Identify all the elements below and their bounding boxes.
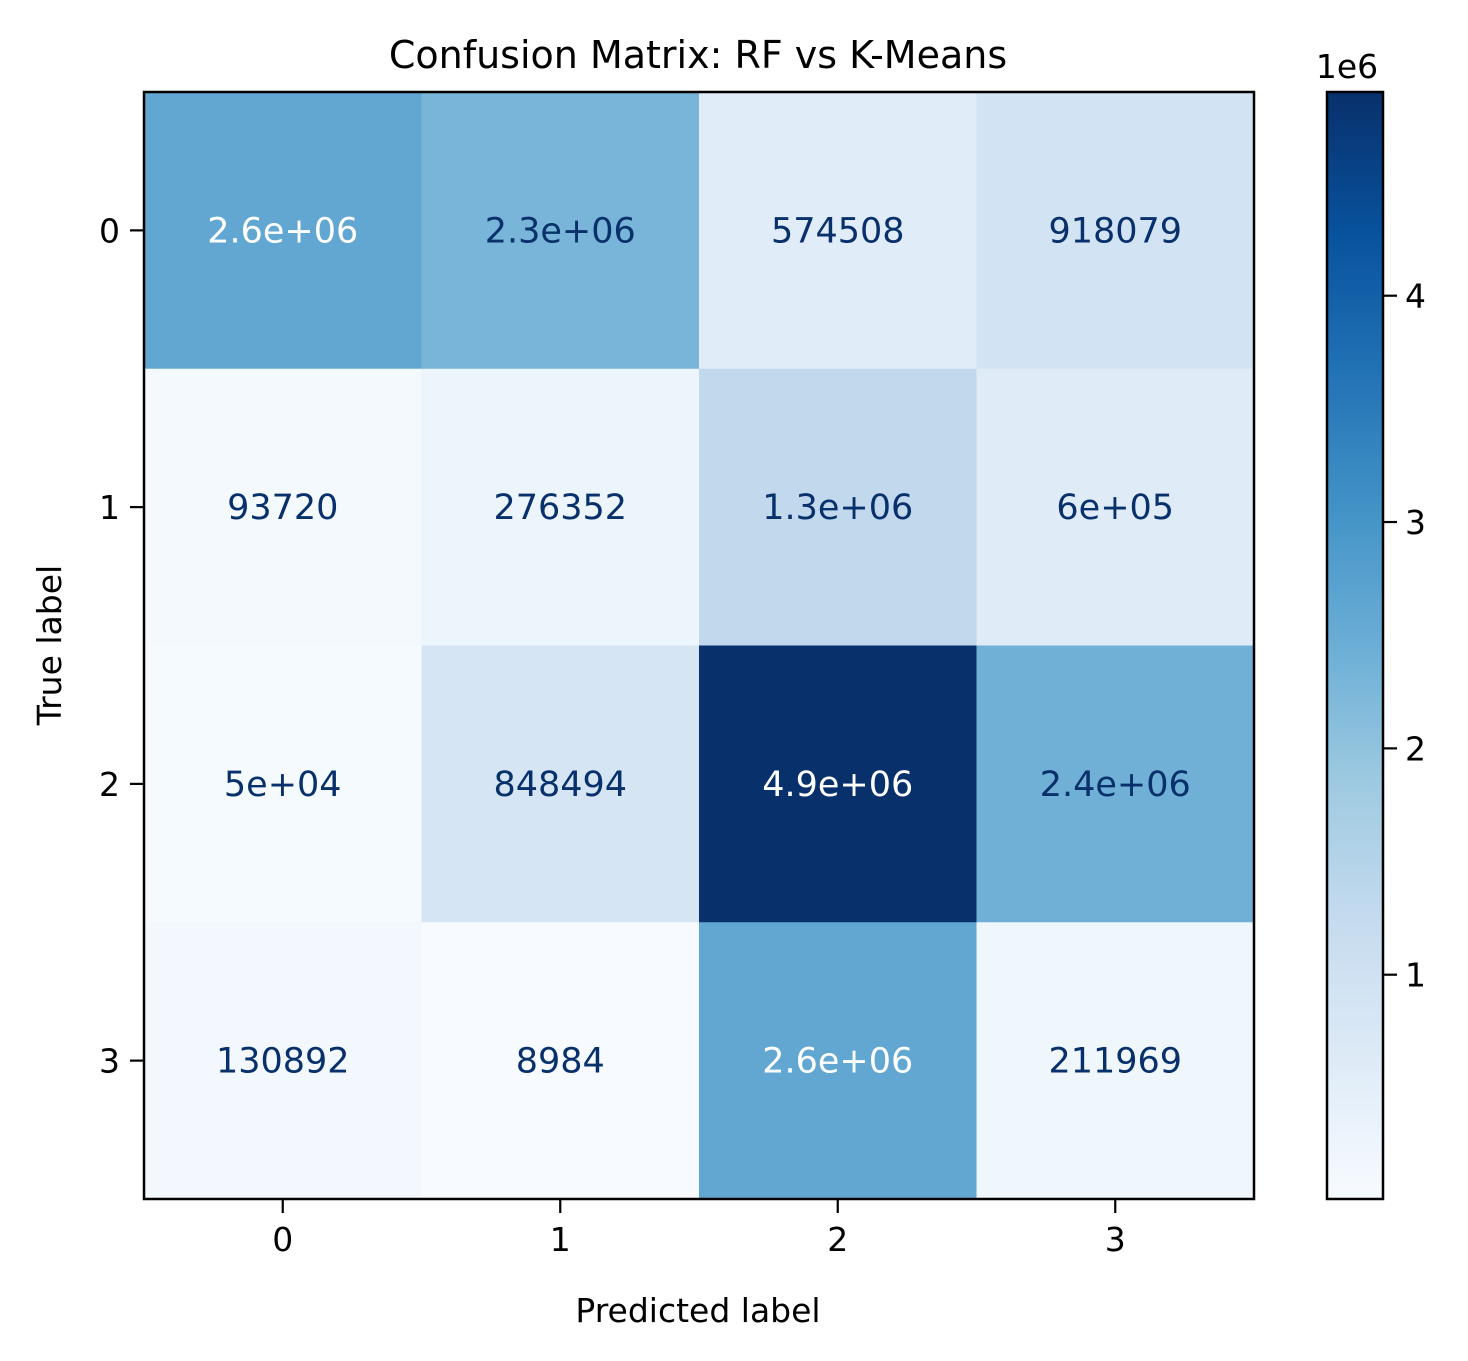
heatmap-cell-r1-c1 [421,368,700,646]
colorbar-gradient [1327,92,1383,1199]
heatmap-cell-r3-c1 [421,922,700,1200]
heatmap-cell-r2-c0 [144,645,422,923]
cell-label-r1-c1: 276352 [493,488,627,528]
y-axis-label: True label [30,565,69,726]
cell-label-r0-c0: 2.6e+06 [207,211,358,251]
heatmap-cell-r0-c3 [976,92,1255,370]
cell-label-r1-c3: 6e+05 [1056,488,1174,528]
cell-label-r1-c2: 1.3e+06 [762,488,913,528]
heatmap-cell-r3-c0 [144,922,422,1200]
cell-label-r3-c3: 211969 [1048,1042,1182,1082]
cell-label-r1-c0: 93720 [227,488,338,528]
chart-title: Confusion Matrix: RF vs K-Means [389,33,1007,77]
colorbar-frame [1325,90,1385,1201]
cell-label-r2-c2: 4.9e+06 [762,765,913,805]
x-tick-label-1: 1 [550,1220,571,1259]
cell-label-r2-c0: 5e+04 [224,765,342,805]
cell-label-r3-c0: 130892 [216,1042,350,1082]
colorbar-offset-label: 1e6 [1316,47,1378,86]
y-axis: 0 1 2 3 [99,211,144,1081]
heatmap-cell-labels: 2.6e+06 2.3e+06 574508 918079 93720 276352 1.3… [207,211,1191,1081]
colorbar-tick-label-0: 1 [1405,956,1426,995]
heatmap-cell-r2-c2 [699,645,977,923]
x-axis-label: Predicted label [575,1291,820,1330]
heatmap-cell-r1-c2 [699,368,977,646]
plot-frame [142,90,1256,1201]
cell-label-r3-c2: 2.6e+06 [762,1042,913,1082]
heatmap-cell-r2-c1 [421,645,700,923]
colorbar-tick-label-3: 4 [1405,277,1426,316]
x-axis: 0 1 2 3 [272,1199,1126,1259]
heatmap-cell-r0-c2 [699,92,977,370]
y-tick-label-2: 2 [99,765,120,804]
colorbar-tick-label-1: 2 [1405,729,1426,768]
y-tick-label-3: 3 [99,1042,120,1081]
colorbar-ticks: 1 2 3 4 [1383,277,1426,995]
heatmap-cells [144,92,1255,1200]
cell-label-r0-c2: 574508 [771,211,905,251]
heatmap-cell-r0-c1 [421,92,700,370]
heatmap-cell-r3-c2 [699,922,977,1200]
y-tick-label-1: 1 [99,488,120,527]
cell-label-r3-c1: 8984 [516,1042,605,1082]
colorbar-tick-label-2: 3 [1405,503,1426,542]
heatmap-cell-r1-c0 [144,368,422,646]
cell-label-r0-c3: 918079 [1048,211,1182,251]
heatmap-cell-r1-c3 [976,368,1255,646]
heatmap-cell-r2-c3 [976,645,1255,923]
x-tick-label-0: 0 [272,1220,293,1259]
heatmap-cell-r0-c0 [144,92,422,370]
x-tick-label-3: 3 [1105,1220,1126,1259]
cell-label-r0-c1: 2.3e+06 [485,211,636,251]
x-tick-label-2: 2 [827,1220,848,1259]
cell-label-r2-c1: 848494 [493,765,627,805]
heatmap-cell-r3-c3 [976,922,1255,1200]
cell-label-r2-c3: 2.4e+06 [1040,765,1191,805]
y-tick-label-0: 0 [99,211,120,250]
